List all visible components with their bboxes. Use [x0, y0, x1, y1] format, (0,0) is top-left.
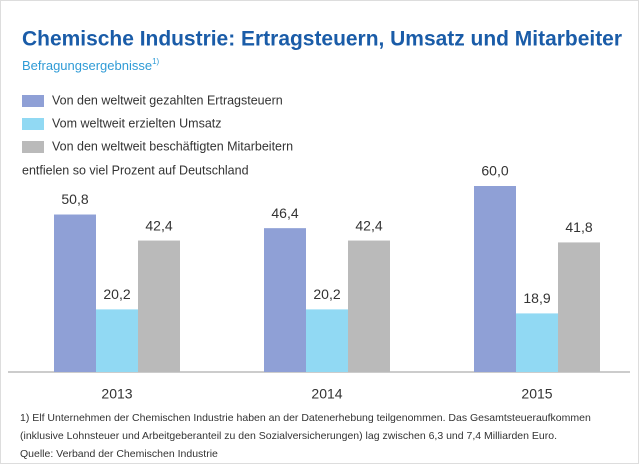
bar: [54, 214, 96, 372]
chart-title: Chemische Industrie: Ertragsteuern, Umsa…: [22, 28, 622, 51]
bar: [516, 313, 558, 372]
bar: [96, 309, 138, 372]
legend-swatch: [22, 95, 44, 107]
subtitle-note: 1): [152, 57, 159, 66]
data-label: 46,4: [271, 205, 298, 221]
bar: [264, 228, 306, 372]
footnote: Quelle: Verband der Chemischen Industrie: [20, 448, 218, 460]
legend-swatch: [22, 141, 44, 153]
subtitle-text: Befragungsergebnisse: [22, 58, 152, 73]
legend-label: Vom weltweit erzielten Umsatz: [52, 116, 222, 130]
data-label: 60,0: [481, 163, 508, 179]
legend-label: Von den weltweit gezahlten Ertragsteuern: [52, 93, 283, 107]
data-label: 42,4: [145, 217, 172, 233]
bar: [558, 242, 600, 372]
footnote: 1) Elf Unternehmen der Chemischen Indust…: [20, 412, 591, 424]
bar: [306, 309, 348, 372]
bar: [348, 240, 390, 372]
data-label: 20,2: [313, 286, 340, 302]
legend-label: Von den weltweit beschäftigten Mitarbeit…: [52, 139, 293, 153]
bar: [474, 186, 516, 372]
data-label: 50,8: [61, 191, 88, 207]
data-label: 18,9: [523, 290, 550, 306]
bar: [138, 240, 180, 372]
x-tick-label: 2013: [101, 386, 132, 402]
data-label: 20,2: [103, 286, 130, 302]
legend-swatch: [22, 118, 44, 130]
value-description: entfielen so viel Prozent auf Deutschlan…: [22, 163, 249, 177]
subtitle: Befragungsergebnisse1): [22, 57, 160, 73]
x-tick-label: 2015: [521, 386, 552, 402]
footnote: (inklusive Lohnsteuer und Arbeitgeberant…: [20, 430, 557, 442]
data-label: 41,8: [565, 219, 592, 235]
data-label: 42,4: [355, 217, 382, 233]
x-tick-label: 2014: [311, 386, 342, 402]
